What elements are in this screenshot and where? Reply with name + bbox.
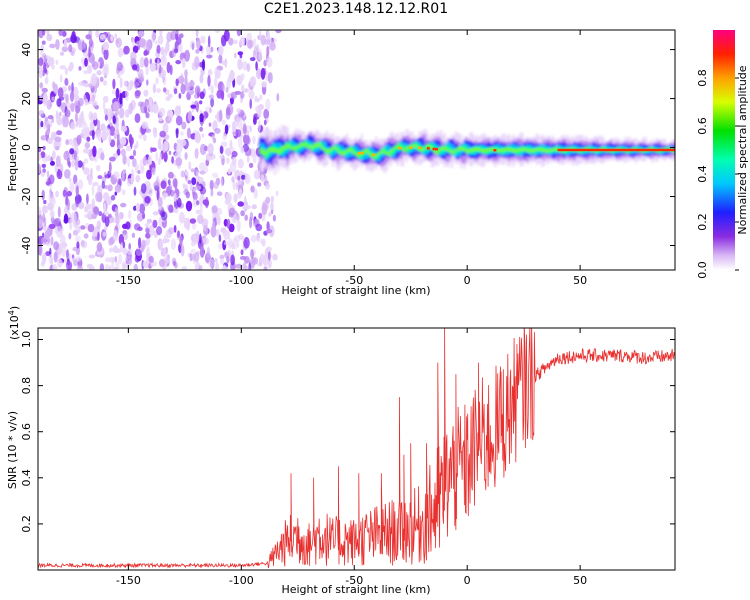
x-tick-label: -50 xyxy=(345,574,363,587)
peak-spot xyxy=(372,153,376,156)
y-tick-label: 20 xyxy=(20,92,33,106)
colorbar-tick-label: 0.6 xyxy=(696,117,709,135)
peak-spot xyxy=(409,146,413,150)
spectrogram-frame xyxy=(37,29,676,271)
colorbar-tick-label: 0.8 xyxy=(696,69,709,87)
x-tick-label: -100 xyxy=(229,574,254,587)
peak-spot xyxy=(426,147,430,150)
spectrogram-panel: -150 -100 -50 0 50 -40 -20 0 20 40 Height of stra… xyxy=(6,29,676,297)
figure-title: C2E1.2023.148.12.12.R01 xyxy=(263,1,449,17)
y-tick-label: 0 xyxy=(20,144,33,151)
snr-series-line xyxy=(38,328,675,569)
x-tick-label: 0 xyxy=(464,274,471,287)
y-tick-label: 0.8 xyxy=(20,377,33,395)
x-tick-label: -100 xyxy=(229,274,254,287)
colorbar-tick-label: 0.0 xyxy=(696,261,709,279)
y-tick-label: 0.2 xyxy=(20,515,33,533)
x-tick-label: 0 xyxy=(464,574,471,587)
spectrogram-ylabel: Frequency (Hz) xyxy=(6,109,19,192)
colorbar-tick-label: 0.2 xyxy=(696,213,709,231)
snr-xlabel: Height of straight line (km) xyxy=(281,583,430,596)
peak-spot xyxy=(398,146,402,150)
x-tick-label: -150 xyxy=(116,574,141,587)
y-tick-label: 40 xyxy=(20,43,33,57)
snr-panel: -150 -100 -50 0 50 0.2 0.4 0.6 0.8 1.0 Height of … xyxy=(6,306,676,596)
x-tick-label: 50 xyxy=(573,274,587,287)
noise-region xyxy=(38,30,282,270)
y-tick-label: -20 xyxy=(20,188,33,206)
x-tick-label: 50 xyxy=(573,574,587,587)
peak-spot xyxy=(418,146,422,150)
peak-spot xyxy=(432,147,436,151)
snr-frame xyxy=(37,327,676,571)
y-tick-label: -40 xyxy=(20,237,33,255)
peak-spot xyxy=(493,149,497,152)
colorbar-gradient xyxy=(713,30,735,270)
x-tick-label: -50 xyxy=(345,274,363,287)
peak-spot xyxy=(360,152,364,155)
peak-spot xyxy=(357,151,361,155)
snr-scale-label: (x104) xyxy=(7,306,21,340)
spectrogram-xlabel: Height of straight line (km) xyxy=(281,284,430,297)
y-tick-label: 1.0 xyxy=(20,331,33,349)
snr-ylabel: SNR (10 * v/v) xyxy=(6,411,19,489)
peak-spot xyxy=(435,148,438,151)
x-tick-label: -150 xyxy=(116,274,141,287)
y-tick-label: 0.4 xyxy=(20,469,33,487)
colorbar: 0.0 0.2 0.4 0.6 0.8 Normalized spectral ampl… xyxy=(696,30,749,279)
colorbar-label: Normalized spectral amplitude xyxy=(736,65,749,234)
y-tick-label: 0.6 xyxy=(20,423,33,441)
colorbar-tick-label: 0.4 xyxy=(696,165,709,183)
